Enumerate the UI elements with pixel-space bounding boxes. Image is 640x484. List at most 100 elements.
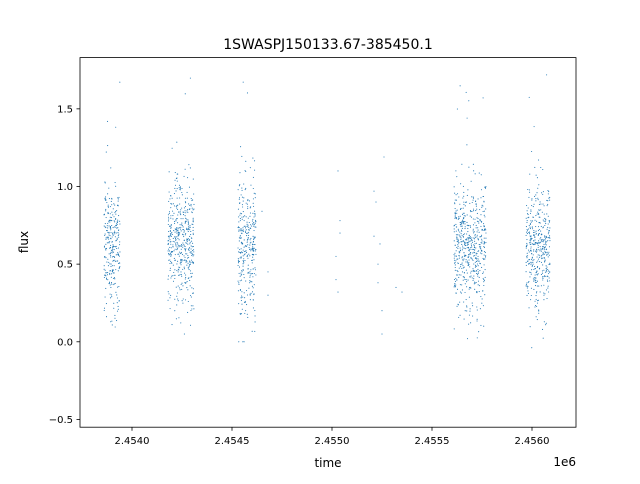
data-point — [538, 232, 541, 235]
data-point — [186, 287, 188, 289]
data-point — [249, 276, 251, 278]
data-point — [248, 221, 250, 224]
x-axis-ticks: 2.4540 2.4545 2.4550 2.4555 2.4560 — [115, 427, 550, 447]
data-point — [538, 249, 540, 251]
data-point — [538, 209, 540, 211]
data-point — [526, 233, 528, 235]
data-point — [470, 243, 472, 245]
data-point — [249, 280, 251, 282]
data-point — [183, 255, 185, 257]
data-point — [252, 287, 254, 289]
data-point — [470, 245, 473, 247]
data-point — [453, 254, 455, 256]
data-point — [477, 271, 479, 273]
y-tick-label: −0.5 — [49, 415, 73, 426]
data-point — [109, 297, 112, 299]
data-point — [172, 215, 174, 217]
data-point — [485, 232, 487, 234]
data-point — [189, 226, 191, 228]
data-point — [462, 217, 464, 219]
data-point — [456, 258, 458, 260]
data-point — [542, 191, 544, 193]
data-point — [458, 274, 460, 276]
data-point — [472, 268, 474, 270]
data-point — [476, 318, 478, 320]
data-point — [185, 212, 187, 214]
data-point — [237, 227, 239, 229]
data-point — [115, 218, 117, 220]
data-point — [174, 231, 176, 233]
data-point — [475, 242, 478, 244]
data-point — [239, 214, 241, 216]
data-point — [174, 222, 176, 224]
data-point — [465, 298, 467, 301]
data-point — [250, 269, 252, 271]
data-point — [546, 228, 548, 230]
data-point — [110, 247, 112, 249]
data-point — [457, 193, 459, 195]
data-point — [536, 302, 539, 304]
data-point — [173, 236, 176, 238]
data-point — [254, 321, 256, 323]
data-point — [464, 283, 466, 285]
data-point — [541, 270, 543, 272]
data-point — [107, 227, 109, 229]
data-point — [526, 282, 528, 284]
data-point — [172, 203, 174, 205]
data-point — [379, 243, 381, 245]
data-point — [525, 264, 527, 266]
data-point — [186, 239, 188, 242]
data-point — [243, 250, 245, 253]
data-point — [455, 199, 458, 201]
data-point — [472, 270, 474, 272]
data-point — [187, 254, 189, 257]
data-point — [466, 144, 468, 146]
data-point — [467, 244, 469, 246]
data-point — [117, 221, 119, 223]
data-point — [538, 309, 540, 311]
data-point — [528, 281, 530, 283]
data-point — [193, 193, 195, 195]
data-point — [170, 207, 172, 209]
data-point — [246, 294, 249, 296]
data-point — [249, 167, 251, 169]
data-point — [528, 262, 531, 264]
data-point — [475, 205, 477, 207]
data-point — [187, 249, 189, 251]
data-point — [527, 217, 529, 219]
data-point — [458, 242, 460, 244]
data-point — [531, 265, 533, 267]
data-point — [545, 322, 547, 324]
data-point — [169, 230, 171, 232]
data-point — [466, 281, 468, 283]
data-point — [172, 264, 174, 266]
data-point — [547, 233, 549, 235]
data-point — [542, 193, 544, 195]
data-point — [453, 240, 455, 242]
data-point — [477, 275, 479, 277]
data-point — [112, 244, 114, 246]
data-point — [544, 217, 546, 219]
data-point — [170, 277, 172, 279]
data-point — [189, 167, 191, 169]
data-point — [483, 284, 485, 287]
data-point — [177, 298, 179, 300]
data-point — [169, 233, 171, 235]
data-point — [539, 250, 541, 252]
data-point — [167, 250, 169, 252]
data-point — [531, 269, 533, 271]
data-point — [483, 281, 485, 283]
data-point — [105, 272, 107, 274]
data-point — [462, 279, 464, 281]
data-point — [187, 211, 189, 213]
data-point — [544, 261, 546, 263]
data-point — [485, 255, 487, 257]
data-point — [547, 189, 549, 192]
data-point — [544, 293, 546, 295]
data-point — [251, 220, 253, 222]
data-point — [538, 242, 540, 244]
data-point — [181, 258, 183, 261]
data-point — [252, 187, 254, 190]
data-point — [546, 297, 548, 300]
data-point — [459, 222, 461, 224]
